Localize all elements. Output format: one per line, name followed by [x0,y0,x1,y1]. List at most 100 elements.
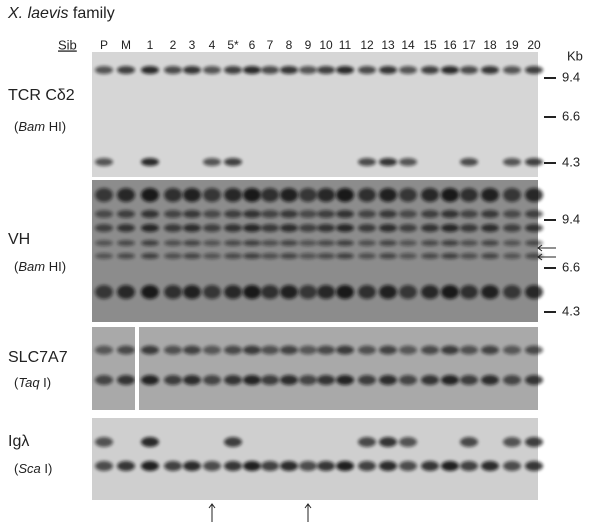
band [421,461,439,471]
band [224,437,242,447]
band [183,66,201,74]
enzyme-part: HI) [45,259,66,274]
band [317,224,335,232]
band [141,66,159,74]
band [141,210,159,218]
lane-label: 5* [227,38,239,52]
band [503,188,521,202]
band [95,66,113,74]
band [95,375,113,385]
band [481,345,499,355]
band [280,375,298,385]
band [358,188,376,202]
band [299,240,317,246]
band [203,66,221,74]
band [117,253,135,259]
band [525,188,543,202]
band [95,253,113,259]
band [336,285,354,299]
band [421,253,439,259]
band [141,461,159,471]
band [358,224,376,232]
marker-label: 9.4 [562,211,580,226]
band [183,188,201,202]
band [441,345,459,355]
band [421,240,439,246]
enzyme-label: (Sca I) [14,461,52,476]
band [336,345,354,355]
band [460,461,478,471]
enzyme-label: (Bam HI) [14,259,66,274]
band [358,240,376,246]
band [183,240,201,246]
band [317,66,335,74]
lane-label: 9 [305,38,312,52]
lane-label: 12 [360,38,374,52]
arrow [537,244,556,252]
band [164,240,182,246]
band [164,66,182,74]
band [336,461,354,471]
lane-label: 20 [527,38,541,52]
band [379,224,397,232]
band [280,66,298,74]
band [421,375,439,385]
band [261,210,279,218]
band [503,375,521,385]
band [203,461,221,471]
band [280,253,298,259]
band [358,345,376,355]
blots [92,52,543,500]
band [141,224,159,232]
band [399,188,417,202]
band [141,375,159,385]
marker-label: 9.4 [562,69,580,84]
band [441,210,459,218]
band [95,240,113,246]
band [336,210,354,218]
band [224,188,242,202]
band [460,345,478,355]
band [481,210,499,218]
band [183,253,201,259]
probe-label: Igλ [8,433,29,450]
band [203,253,221,259]
enzyme-label: (Taq I) [14,375,51,390]
band [261,285,279,299]
band [336,66,354,74]
band [481,240,499,246]
band [224,285,242,299]
band [317,188,335,202]
band [299,345,317,355]
probe-label: SLC7A7 [8,349,68,366]
lane-label: 6 [249,38,256,52]
band [243,240,261,246]
band [164,461,182,471]
blot-panel [92,180,538,322]
band [164,253,182,259]
lane-label: 11 [339,38,352,52]
band [358,461,376,471]
band [117,285,135,299]
band [460,437,478,447]
lane-label: 2 [170,38,177,52]
marker-label: 4.3 [562,154,580,169]
band [503,253,521,259]
band [525,285,543,299]
band [261,345,279,355]
band [95,210,113,218]
band [503,240,521,246]
band [379,461,397,471]
band [379,285,397,299]
band [421,224,439,232]
band [503,224,521,232]
band [164,375,182,385]
band [141,345,159,355]
probe-label: TCR Cδ2 [8,87,75,104]
band [203,375,221,385]
band [503,461,521,471]
band [164,224,182,232]
band [299,210,317,218]
band [243,375,261,385]
